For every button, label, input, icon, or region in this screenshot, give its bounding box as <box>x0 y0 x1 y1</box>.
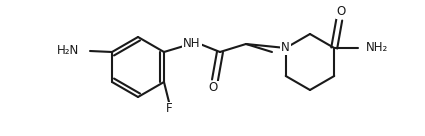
Text: NH: NH <box>183 38 201 50</box>
Text: N: N <box>281 41 290 55</box>
Text: H₂N: H₂N <box>57 44 79 56</box>
Text: NH₂: NH₂ <box>366 41 388 55</box>
Text: O: O <box>337 5 346 18</box>
Text: O: O <box>208 81 218 95</box>
Text: F: F <box>166 103 172 115</box>
